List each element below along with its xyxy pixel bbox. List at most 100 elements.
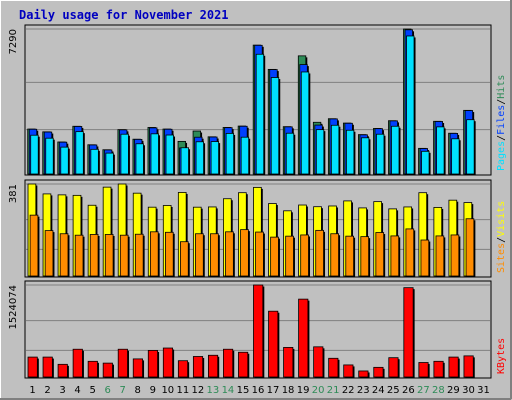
sites-bar-4 (74, 234, 84, 277)
x-tick-label-12: 12 (192, 385, 205, 396)
sites-bar-5 (89, 234, 99, 277)
sites-bar-21 (330, 233, 339, 277)
x-tick-label-23: 23 (357, 385, 370, 396)
x-tick-label-27: 27 (417, 385, 430, 396)
sites-bar-13 (210, 233, 219, 277)
sites-bar-11 (180, 241, 189, 277)
x-tick-label-6: 6 (104, 385, 110, 396)
legend-separator: / (496, 237, 507, 243)
panel-middle-ytick-label: 381 (8, 184, 19, 203)
legend-entry-files: Files (496, 105, 507, 135)
kbytes-bar-6 (102, 362, 113, 378)
x-tick-label-2: 2 (44, 385, 50, 396)
panel-top-legend: Pages/Files/Hits (496, 75, 507, 171)
pages-bar-2 (45, 137, 54, 175)
pages-bar-27 (421, 150, 430, 175)
pages-bar-16 (255, 53, 265, 175)
sites-bar-8 (134, 233, 144, 277)
pages-bar-11 (180, 147, 189, 175)
x-tick-label-17: 17 (267, 385, 280, 396)
sites-bar-28 (435, 235, 445, 277)
sites-bar-6 (104, 234, 114, 277)
pages-bar-7 (120, 133, 129, 175)
legend-entry-visits: Visits (496, 201, 507, 237)
panel-bottom-ytick-label: 1524074 (8, 285, 19, 330)
pages-bar-15 (240, 136, 250, 175)
sites-bar-19 (300, 234, 309, 277)
sites-bar-25 (390, 235, 400, 277)
kbytes-bar-15 (238, 351, 249, 378)
x-tick-label-21: 21 (327, 385, 340, 396)
panel-top-ytick-label: 7290 (8, 29, 19, 54)
kbytes-bar-13 (207, 354, 219, 378)
kbytes-bar-3 (57, 363, 68, 378)
pages-bar-28 (436, 126, 445, 175)
sites-bar-18 (285, 235, 294, 277)
pages-bar-23 (361, 137, 370, 175)
x-tick-label-3: 3 (59, 385, 65, 396)
sites-bar-27 (420, 239, 430, 277)
sites-bar-17 (270, 236, 279, 277)
kbytes-bar-29 (448, 356, 459, 378)
x-tick-label-16: 16 (252, 385, 265, 396)
chart-panels: 7290Pages/Files/Hits381Sites/Visits15240… (8, 24, 507, 396)
kbytes-bar-25 (388, 357, 399, 378)
pages-bar-26 (406, 35, 415, 175)
pages-bar-13 (210, 141, 220, 175)
x-tick-label-28: 28 (432, 385, 445, 396)
sites-bar-24 (375, 232, 385, 277)
x-tick-label-20: 20 (312, 385, 325, 396)
x-tick-label-15: 15 (237, 385, 250, 396)
pages-bar-3 (60, 146, 69, 175)
x-tick-label-8: 8 (135, 385, 141, 396)
x-tick-label-18: 18 (282, 385, 295, 396)
sites-bar-14 (225, 231, 234, 277)
pages-bar-19 (300, 71, 310, 175)
kbytes-bar-21 (328, 357, 339, 378)
x-tick-label-4: 4 (74, 385, 80, 396)
x-tick-label-11: 11 (176, 385, 189, 396)
sites-bar-29 (450, 234, 460, 277)
x-tick-label-31: 31 (477, 385, 490, 396)
kbytes-bar-14 (223, 348, 234, 378)
pages-bar-21 (330, 124, 340, 175)
pages-bar-25 (391, 125, 400, 175)
x-tick-label-26: 26 (402, 385, 415, 396)
pages-bar-5 (90, 148, 99, 175)
pages-bar-17 (270, 77, 280, 175)
kbytes-bar-12 (192, 356, 204, 378)
kbytes-bar-11 (177, 360, 189, 378)
sites-bar-15 (240, 229, 249, 277)
kbytes-bar-24 (373, 366, 384, 378)
kbytes-bar-30 (463, 355, 474, 378)
legend-separator: / (496, 99, 507, 105)
kbytes-bar-20 (313, 346, 324, 378)
sites-bar-1 (29, 214, 39, 277)
chart-title: Daily usage for November 2021 (19, 8, 229, 22)
kbytes-bar-2 (42, 356, 53, 378)
kbytes-bar-22 (343, 364, 354, 378)
sites-bar-10 (165, 231, 174, 277)
kbytes-bar-23 (358, 370, 369, 378)
kbytes-bar-5 (87, 360, 98, 378)
x-tick-label-14: 14 (222, 385, 235, 396)
x-tick-label-5: 5 (89, 385, 95, 396)
kbytes-bar-1 (27, 356, 38, 378)
kbytes-bar-28 (433, 360, 444, 378)
legend-entry-pages: Pages (496, 141, 507, 171)
x-tick-label-22: 22 (342, 385, 355, 396)
legend-entry-sites: Sites (496, 243, 507, 273)
sites-bar-9 (149, 231, 159, 277)
legend-entry-kbytes: KBytes (496, 338, 507, 374)
kbytes-bar-4 (72, 348, 83, 378)
x-tick-label-30: 30 (462, 385, 475, 396)
sites-bar-26 (405, 228, 415, 277)
x-tick-label-7: 7 (120, 385, 126, 396)
sites-bar-20 (315, 229, 324, 277)
sites-bar-30 (465, 218, 475, 277)
pages-bar-9 (150, 133, 159, 175)
pages-bar-29 (451, 138, 460, 175)
x-tick-label-1: 1 (29, 385, 35, 396)
